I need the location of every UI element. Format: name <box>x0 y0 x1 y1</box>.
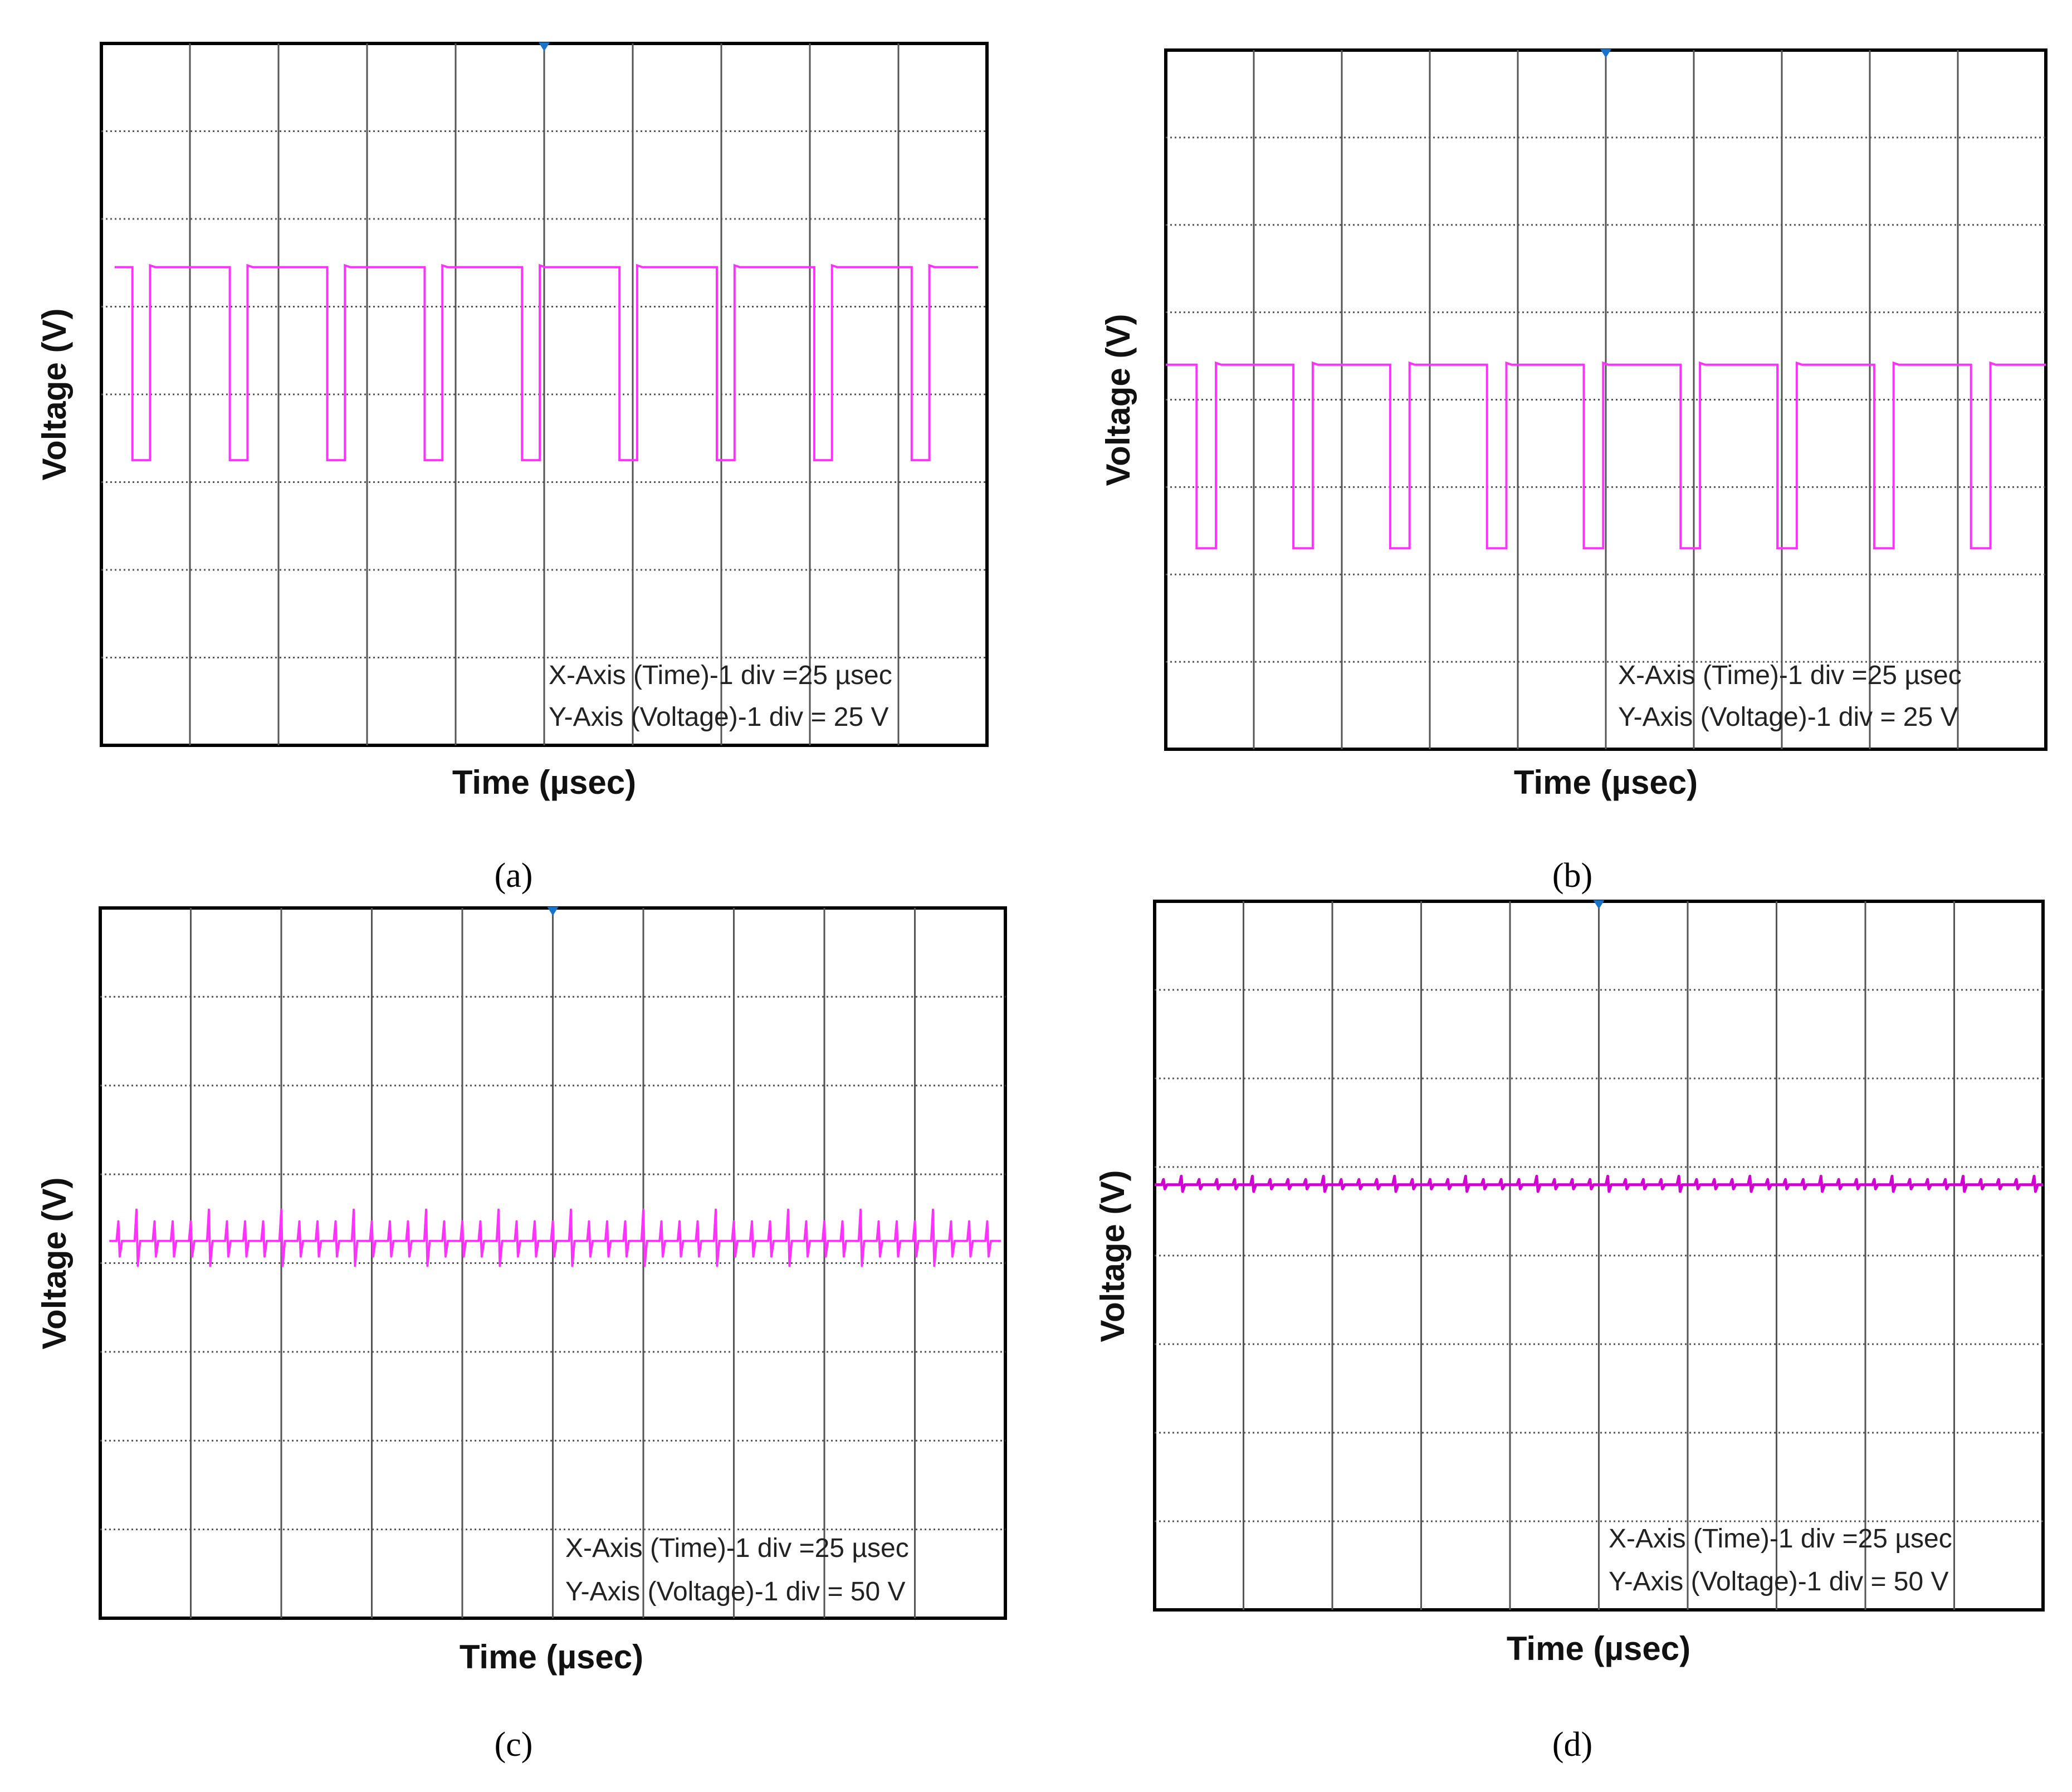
y-scale-note-d: Y-Axis (Voltage)-1 div = 50 V <box>1609 1567 1949 1596</box>
trigger-marker-b <box>1600 49 1611 58</box>
grid-a <box>101 43 987 745</box>
voltage-trace-a <box>114 263 979 462</box>
trigger-marker-c <box>547 907 559 916</box>
grid-c <box>100 908 1005 1618</box>
voltage-trace-d <box>1155 1175 2043 1193</box>
trigger-marker-a <box>539 42 550 51</box>
x-axis-label-c: Time (µsec) <box>460 1638 643 1676</box>
x-scale-note-a: X-Axis (Time)-1 div =25 µsec <box>549 661 892 690</box>
panel-c: X-Axis (Time)-1 div =25 µsec Y-Axis (Vol… <box>36 906 1007 1764</box>
caption-b: (b) <box>1552 857 1592 895</box>
voltage-trace-c <box>109 1208 1001 1267</box>
x-axis-label-d: Time (µsec) <box>1507 1630 1690 1667</box>
x-scale-note-c: X-Axis (Time)-1 div =25 µsec <box>565 1534 909 1563</box>
y-scale-note-b: Y-Axis (Voltage)-1 div = 25 V <box>1618 702 1958 732</box>
x-axis-label-a: Time (µsec) <box>452 764 636 801</box>
panel-a: X-Axis (Time)-1 div =25 µsec Y-Axis (Vol… <box>36 42 989 895</box>
caption-c: (c) <box>495 1726 533 1764</box>
x-axis-label-b: Time (µsec) <box>1514 764 1698 801</box>
y-scale-note-a: Y-Axis (Voltage)-1 div = 25 V <box>549 702 889 732</box>
grid-d <box>1155 901 2043 1610</box>
trigger-marker-d <box>1593 900 1605 909</box>
panel-d: X-Axis (Time)-1 div =25 µsec Y-Axis (Vol… <box>1094 900 2045 1764</box>
y-axis-label-d: Voltage (V) <box>1094 1170 1131 1342</box>
x-scale-note-d: X-Axis (Time)-1 div =25 µsec <box>1609 1524 1952 1554</box>
grid-b <box>1166 50 2046 749</box>
y-axis-label-a: Voltage (V) <box>36 309 73 481</box>
y-scale-note-c: Y-Axis (Voltage)-1 div = 50 V <box>565 1577 906 1607</box>
y-axis-label-b: Voltage (V) <box>1099 314 1137 486</box>
voltage-trace-b <box>1166 361 2046 550</box>
x-scale-note-b: X-Axis (Time)-1 div =25 µsec <box>1618 661 1962 690</box>
caption-d: (d) <box>1552 1726 1592 1764</box>
panel-b: X-Axis (Time)-1 div =25 µsec Y-Axis (Vol… <box>1099 48 2047 895</box>
y-axis-label-c: Voltage (V) <box>36 1178 73 1350</box>
caption-a: (a) <box>495 857 533 895</box>
